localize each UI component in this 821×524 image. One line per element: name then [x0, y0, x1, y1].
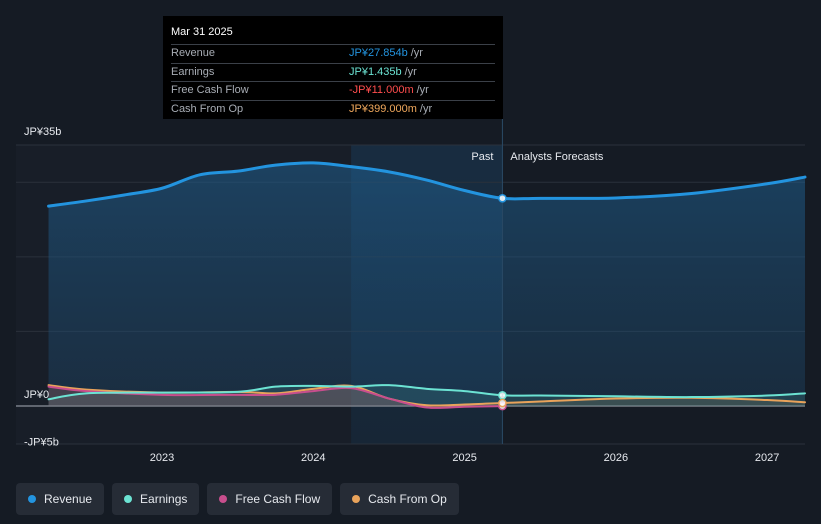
tooltip-label: Earnings	[171, 65, 215, 78]
free-cash-flow-line	[47, 385, 504, 409]
tooltip-date: Mar 31 2025	[171, 26, 233, 38]
legend-label: Free Cash Flow	[235, 492, 321, 506]
legend-item-cash-from-op[interactable]: Cash From Op	[340, 483, 459, 515]
legend-label: Revenue	[44, 492, 93, 506]
tooltip-row-revenue: Revenue JP¥27.854b /yr	[171, 44, 495, 63]
y-tick-label: JP¥0	[24, 389, 49, 401]
legend-dot-icon	[219, 495, 228, 503]
tooltip-value: JP¥399.000m	[349, 102, 417, 115]
past-label: Past	[471, 151, 493, 163]
revenue-line	[47, 161, 807, 208]
tooltip-row-cfo: Cash From Op JP¥399.000m /yr	[171, 99, 495, 119]
tooltip-label: Cash From Op	[171, 102, 244, 115]
tooltip-value: JP¥27.854b	[349, 47, 408, 59]
series-areas	[48, 162, 806, 408]
x-tick-label: 2027	[755, 452, 779, 464]
tooltip-unit: /yr	[416, 84, 429, 96]
legend-dot-icon	[124, 495, 133, 503]
y-tick-label: JP¥35b	[24, 126, 61, 138]
x-tick-label: 2023	[150, 452, 174, 464]
x-tick-label: 2024	[301, 452, 325, 464]
tooltip-unit: /yr	[419, 102, 433, 115]
tooltip-unit: /yr	[410, 47, 423, 59]
x-tick-label: 2025	[452, 452, 476, 464]
tooltip-label: Free Cash Flow	[171, 84, 249, 96]
legend-item-earnings[interactable]: Earnings	[112, 483, 200, 515]
series-lines	[47, 161, 807, 409]
free-cash-flow-area	[48, 386, 503, 408]
legend-dot-icon	[28, 495, 36, 503]
forecast-label: Analysts Forecasts	[510, 151, 603, 163]
earnings-marker	[498, 390, 507, 400]
y-tick-label: -JP¥5b	[24, 436, 59, 448]
earnings-line	[47, 384, 806, 401]
x-axis: 2023 2024 2025 2026 2027	[150, 452, 780, 464]
legend-label: Cash From Op	[368, 492, 447, 506]
tooltip-value: JP¥1.435b	[349, 65, 402, 78]
tooltip-row-fcf: Free Cash Flow -JP¥11.000m /yr	[171, 81, 495, 100]
tooltip-value: -JP¥11.000m	[349, 84, 414, 96]
x-tick-label: 2026	[604, 452, 628, 464]
legend: Revenue Earnings Free Cash Flow Cash Fro…	[16, 483, 459, 515]
tooltip-row-earnings: Earnings JP¥1.435b /yr	[171, 62, 495, 82]
tooltip-unit: /yr	[404, 65, 417, 78]
y-axis: JP¥35b JP¥0 -JP¥5b	[24, 126, 61, 448]
revenue-area	[48, 162, 806, 406]
legend-item-free-cash-flow[interactable]: Free Cash Flow	[207, 483, 333, 515]
legend-dot-icon	[352, 495, 361, 503]
tooltip: Mar 31 2025 Revenue JP¥27.854b /yr Earni…	[163, 16, 503, 119]
legend-label: Earnings	[140, 492, 188, 506]
earnings-area	[48, 385, 806, 406]
tooltip-markers	[498, 193, 507, 411]
legend-item-revenue[interactable]: Revenue	[16, 483, 105, 515]
cash-from-op-area	[48, 385, 806, 406]
cash-from-op-marker	[498, 398, 507, 408]
revenue-marker	[498, 193, 507, 203]
tooltip-label: Revenue	[171, 47, 216, 59]
